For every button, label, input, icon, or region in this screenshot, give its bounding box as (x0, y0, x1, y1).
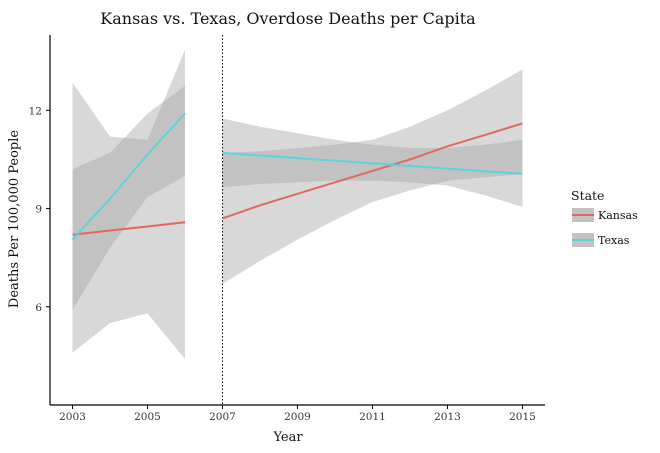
y-axis-ticks: 6 9 12 (29, 105, 50, 314)
x-tick-label: 2009 (284, 411, 311, 423)
chart-title: Kansas vs. Texas, Overdose Deaths per Ca… (100, 9, 476, 28)
x-tick-label: 2011 (359, 411, 386, 423)
x-axis-title: Year (272, 430, 303, 445)
fit-lines (71, 112, 523, 241)
confidence-bands (72, 49, 523, 360)
legend-label-kansas: Kansas (598, 209, 638, 222)
line-texas-1 (222, 151, 523, 175)
legend: State Kansas Texas (571, 188, 638, 247)
x-tick-label: 2007 (209, 411, 236, 423)
legend-title: State (571, 188, 604, 203)
line-texas-0 (71, 112, 186, 241)
x-axis-ticks: 2003 2005 2007 2009 2011 2013 2015 (59, 405, 536, 423)
x-tick-label: 2003 (59, 411, 86, 423)
x-tick-label: 2015 (509, 411, 536, 423)
x-tick-label: 2013 (434, 411, 461, 423)
band-kansas-1 (222, 69, 523, 284)
y-tick-label: 9 (35, 204, 42, 216)
y-tick-label: 12 (29, 105, 42, 117)
x-tick-label: 2005 (134, 411, 161, 423)
band-texas-0 (72, 49, 185, 360)
legend-label-texas: Texas (598, 234, 630, 247)
line-kansas-0 (72, 221, 186, 236)
line-kansas-1 (222, 122, 523, 220)
band-kansas-0 (72, 85, 185, 310)
y-tick-label: 6 (35, 302, 42, 314)
y-axis-title: Deaths Per 100,000 People (7, 130, 22, 309)
